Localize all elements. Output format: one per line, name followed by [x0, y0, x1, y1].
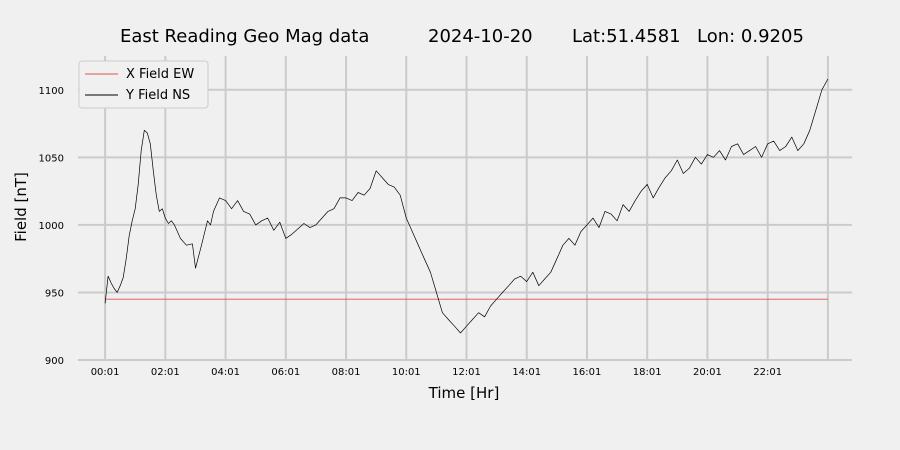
x-tick-label: 18:01 [633, 367, 662, 378]
y-tick-label: 1000 [39, 221, 64, 232]
x-axis-label: Time [Hr] [428, 384, 500, 402]
y-axis-label: Field [nT] [12, 172, 30, 242]
y-tick-label: 1050 [39, 153, 64, 164]
x-tick-label: 06:01 [271, 367, 300, 378]
legend: X Field EW Y Field NS [78, 60, 209, 109]
series-line-y-field-ns [104, 78, 829, 334]
legend-box [78, 60, 209, 109]
x-tick-label: 12:01 [452, 367, 481, 378]
x-tick-label: 08:01 [332, 367, 361, 378]
x-tick-label: 02:01 [151, 367, 180, 378]
chart-title-part-4: Lon: 0.9205 [697, 26, 804, 47]
series-lines [104, 78, 829, 334]
chart-title-part-3: Lat:51.4581 [572, 26, 681, 47]
x-tick-label: 00:01 [91, 367, 120, 378]
x-tick-label: 22:01 [753, 367, 782, 378]
x-tick-label: 10:01 [392, 367, 421, 378]
y-tick-label: 950 [45, 288, 64, 299]
tick-labels: 00:01 02:01 04:01 06:01 08:01 10:01 12:01 14:01… [39, 86, 783, 378]
chart-title-part-2: 2024-10-20 [428, 26, 533, 47]
x-tick-label: 04:01 [211, 367, 240, 378]
y-tick-label: 900 [45, 356, 64, 367]
legend-label-x-field-ew: X Field EW [126, 67, 194, 82]
legend-label-y-field-ns: Y Field NS [125, 88, 190, 103]
x-tick-label: 14:01 [512, 367, 541, 378]
grid-lines [78, 56, 852, 361]
x-tick-label: 20:01 [693, 367, 722, 378]
y-tick-label: 1100 [39, 86, 64, 97]
x-tick-label: 16:01 [573, 367, 602, 378]
chart-title-part-1: East Reading Geo Mag data [120, 26, 369, 47]
